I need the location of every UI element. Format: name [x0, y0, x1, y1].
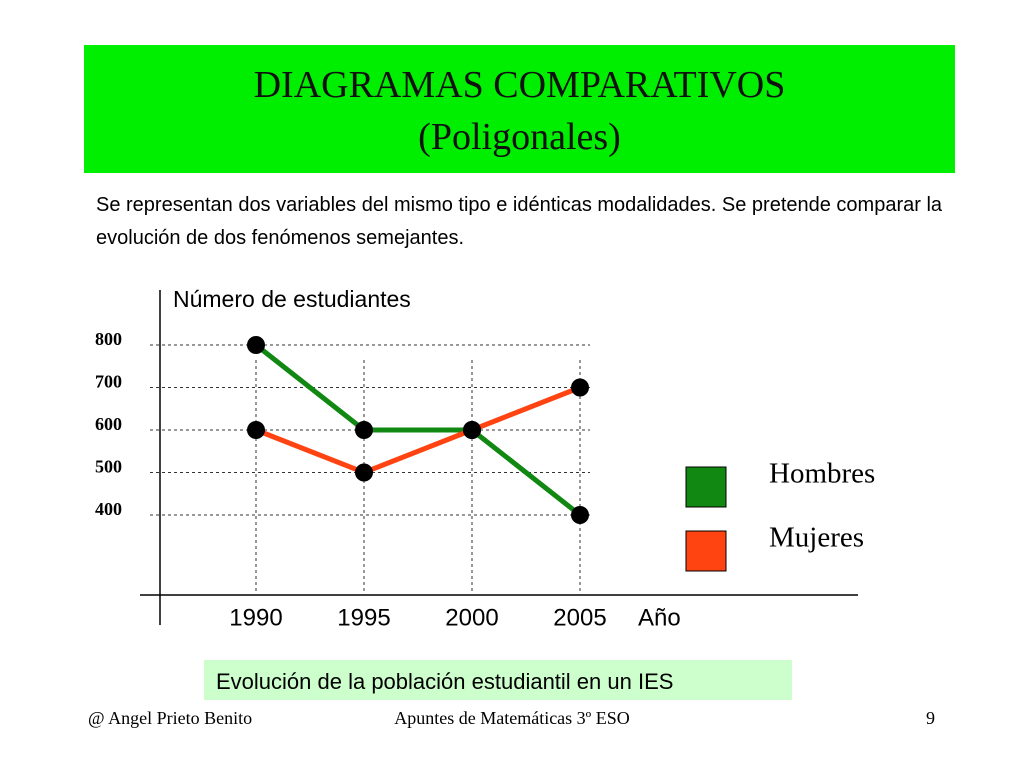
footer-left: @ Angel Prieto Benito: [88, 708, 253, 728]
y-axis-label: Número de estudiantes: [173, 286, 411, 312]
x-tick-label: 1995: [337, 604, 390, 631]
description: Se representan dos variables del mismo t…: [96, 194, 943, 249]
y-tick-label: 800: [95, 329, 122, 349]
title: DIAGRAMAS COMPARATIVOS: [253, 64, 786, 106]
title-banner: DIAGRAMAS COMPARATIVOS (Poligonales): [84, 45, 955, 173]
legend-swatch: [685, 530, 727, 572]
point: [463, 421, 481, 439]
footer-center: Apuntes de Matemáticas 3º ESO: [394, 708, 630, 728]
caption: Evolución de la población estudiantil en…: [204, 660, 792, 700]
point: [355, 463, 373, 482]
y-tick-label: 500: [95, 457, 122, 477]
series-line: [255, 385, 581, 476]
legend-label: Hombres: [769, 458, 875, 490]
point: [571, 378, 589, 397]
x-tick-label: 2000: [445, 604, 498, 631]
y-tick-label: 600: [95, 414, 122, 434]
subtitle: (Poligonales): [418, 116, 621, 158]
x-tick-label: 1990: [229, 604, 282, 631]
footer-right: 9: [926, 708, 935, 728]
point: [571, 506, 589, 524]
legend-label: Mujeres: [769, 522, 864, 554]
x-axis-label: Año: [638, 604, 681, 631]
series-line: [254, 343, 582, 517]
point: [247, 336, 265, 354]
legend-swatch: [685, 466, 727, 508]
point: [355, 421, 373, 439]
y-tick-label: 700: [95, 372, 122, 392]
y-tick-label: 400: [95, 499, 122, 519]
x-tick-label: 2005: [553, 604, 606, 631]
point: [247, 421, 265, 439]
